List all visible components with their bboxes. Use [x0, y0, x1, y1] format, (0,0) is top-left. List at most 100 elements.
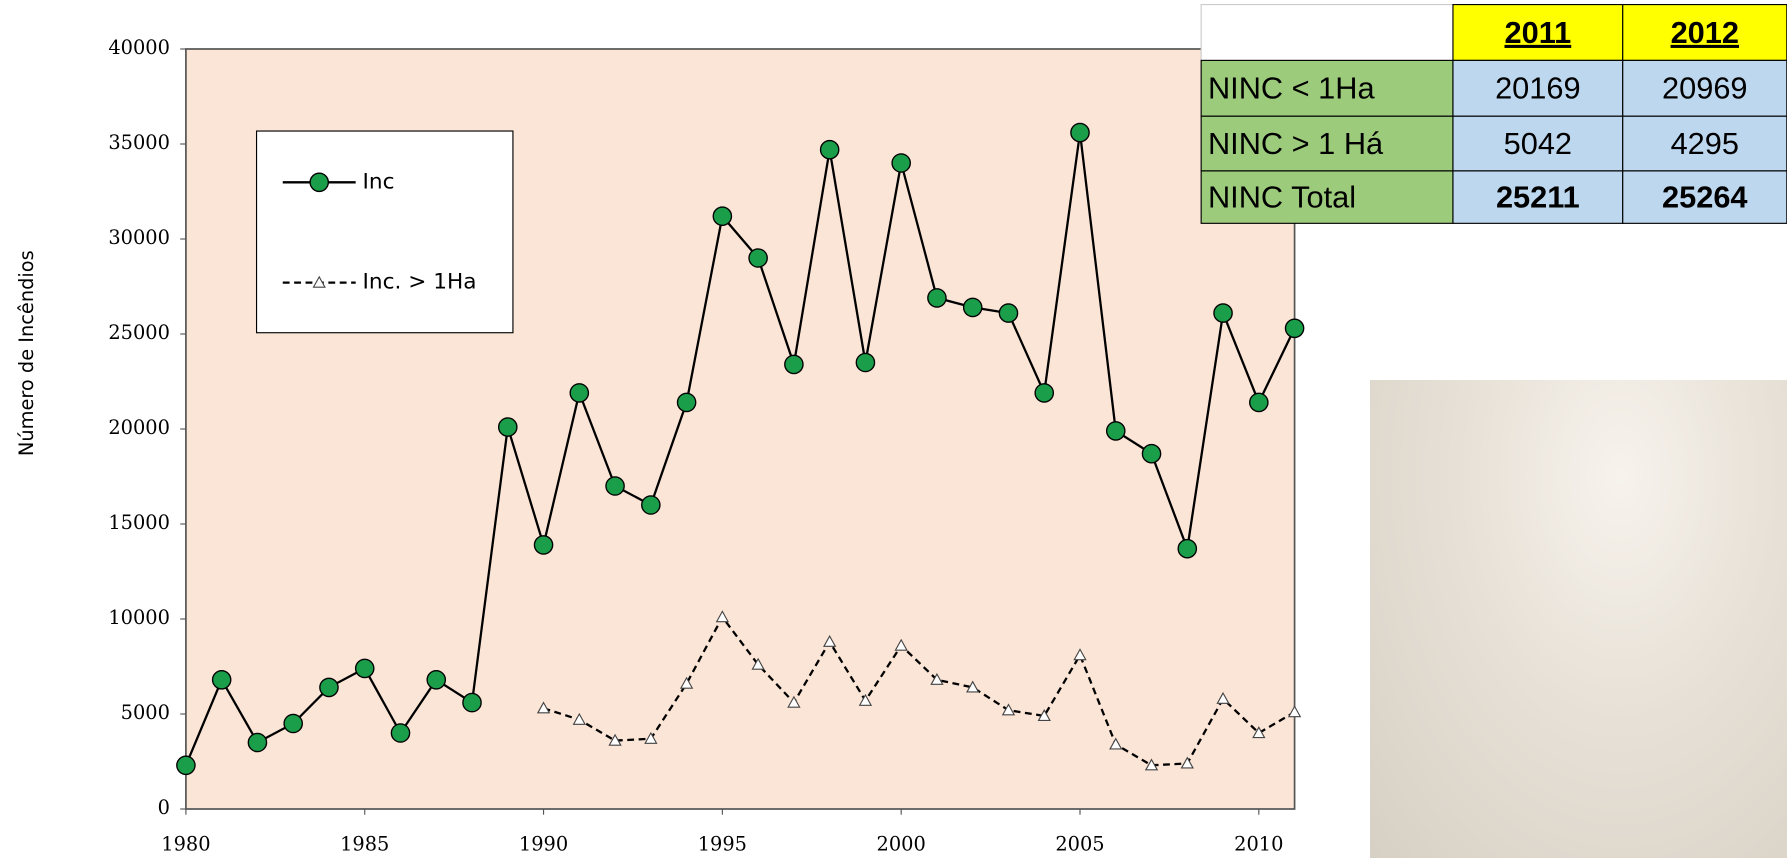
- series-line: [184, 132, 1296, 766]
- legend-label: Inc. > 1Ha: [363, 270, 477, 295]
- value-cell: [1452, 170, 1624, 224]
- point: [751, 657, 765, 670]
- row-label-cell: [1200, 59, 1454, 117]
- point: [176, 755, 196, 776]
- point: [1034, 383, 1055, 403]
- point: [1001, 703, 1016, 716]
- point: [966, 680, 980, 693]
- value-text: 25211: [1496, 180, 1580, 215]
- value-cell: [1622, 170, 1787, 224]
- point: [319, 677, 339, 698]
- point: [712, 206, 733, 226]
- value-text: 20969: [1662, 71, 1748, 106]
- point: [1177, 538, 1198, 559]
- point: [1109, 737, 1123, 750]
- y-tick-label: 30000: [108, 226, 170, 249]
- point: [572, 712, 586, 725]
- legend-label: Inc: [363, 169, 395, 194]
- point: [644, 731, 658, 744]
- x-tick-label: 2000: [877, 832, 926, 855]
- x-tick-label: 1990: [519, 832, 568, 855]
- point: [1070, 122, 1090, 143]
- x-tick-label: 1980: [161, 832, 210, 855]
- y-tick-label: 15000: [108, 511, 170, 534]
- point: [748, 248, 768, 268]
- y-tick-label: 40000: [108, 36, 170, 59]
- row-label: NINC Total: [1208, 180, 1356, 215]
- legend-marker: [312, 275, 326, 288]
- x-tick-label: 2010: [1234, 832, 1283, 855]
- y-tick-label: 0: [158, 796, 170, 819]
- point: [1287, 705, 1302, 718]
- legend-box: [255, 130, 514, 334]
- y-axis-label: Número de Incêndios: [15, 250, 38, 456]
- row-label-cell: [1200, 115, 1454, 172]
- value-text: 25264: [1662, 180, 1748, 215]
- point: [1252, 726, 1266, 739]
- point: [641, 495, 661, 515]
- point: [930, 672, 944, 685]
- point: [858, 693, 873, 706]
- row-label: NINC > 1 Há: [1208, 126, 1384, 161]
- header-cell: [1452, 3, 1624, 61]
- value-cell: [1622, 115, 1787, 172]
- value-text: 20169: [1495, 71, 1581, 106]
- background-photo: [1370, 380, 1787, 858]
- point: [1037, 709, 1051, 722]
- x-tick-label: 2005: [1055, 832, 1104, 855]
- point: [1073, 648, 1087, 661]
- point: [819, 139, 840, 160]
- point: [462, 692, 482, 713]
- series-line: [543, 614, 1296, 767]
- point: [787, 695, 801, 708]
- y-tick-label: 20000: [108, 416, 170, 439]
- point: [998, 303, 1019, 323]
- point: [927, 288, 947, 308]
- legend-marker: [309, 172, 330, 193]
- y-tick-label: 10000: [108, 606, 170, 629]
- point: [962, 297, 983, 318]
- point: [1216, 691, 1230, 704]
- point: [679, 676, 694, 689]
- point: [1249, 392, 1269, 413]
- point: [426, 670, 447, 690]
- point: [497, 417, 518, 437]
- x-tick-label: 1995: [698, 832, 747, 855]
- y-tick-label: 35000: [108, 131, 170, 154]
- point: [1180, 756, 1194, 769]
- point: [283, 713, 303, 734]
- value-cell: [1622, 59, 1787, 117]
- point: [1144, 758, 1159, 771]
- point: [1105, 421, 1126, 441]
- point: [608, 733, 622, 746]
- value-text: 5042: [1504, 126, 1572, 161]
- value-text: 4295: [1671, 126, 1739, 161]
- point: [247, 732, 268, 753]
- point: [676, 392, 697, 413]
- y-tick-label: 25000: [108, 321, 170, 344]
- point: [1284, 318, 1305, 339]
- point: [390, 723, 411, 743]
- row-label-cell: [1200, 170, 1454, 224]
- point: [211, 670, 232, 690]
- point: [354, 658, 375, 679]
- value-cell: [1452, 59, 1624, 117]
- point: [822, 634, 837, 647]
- point: [533, 535, 554, 555]
- point: [605, 476, 625, 496]
- point: [569, 383, 590, 403]
- header-text: 2012: [1671, 15, 1739, 50]
- header-cell: [1622, 3, 1787, 61]
- x-tick-label: 1985: [340, 832, 389, 855]
- point: [715, 610, 730, 623]
- point: [1213, 303, 1233, 323]
- table-corner: [1200, 3, 1454, 61]
- header-text: 2011: [1504, 15, 1571, 50]
- point: [894, 638, 908, 651]
- point: [784, 354, 804, 375]
- y-tick-label: 5000: [121, 701, 170, 724]
- point: [1141, 443, 1162, 464]
- point: [536, 701, 551, 714]
